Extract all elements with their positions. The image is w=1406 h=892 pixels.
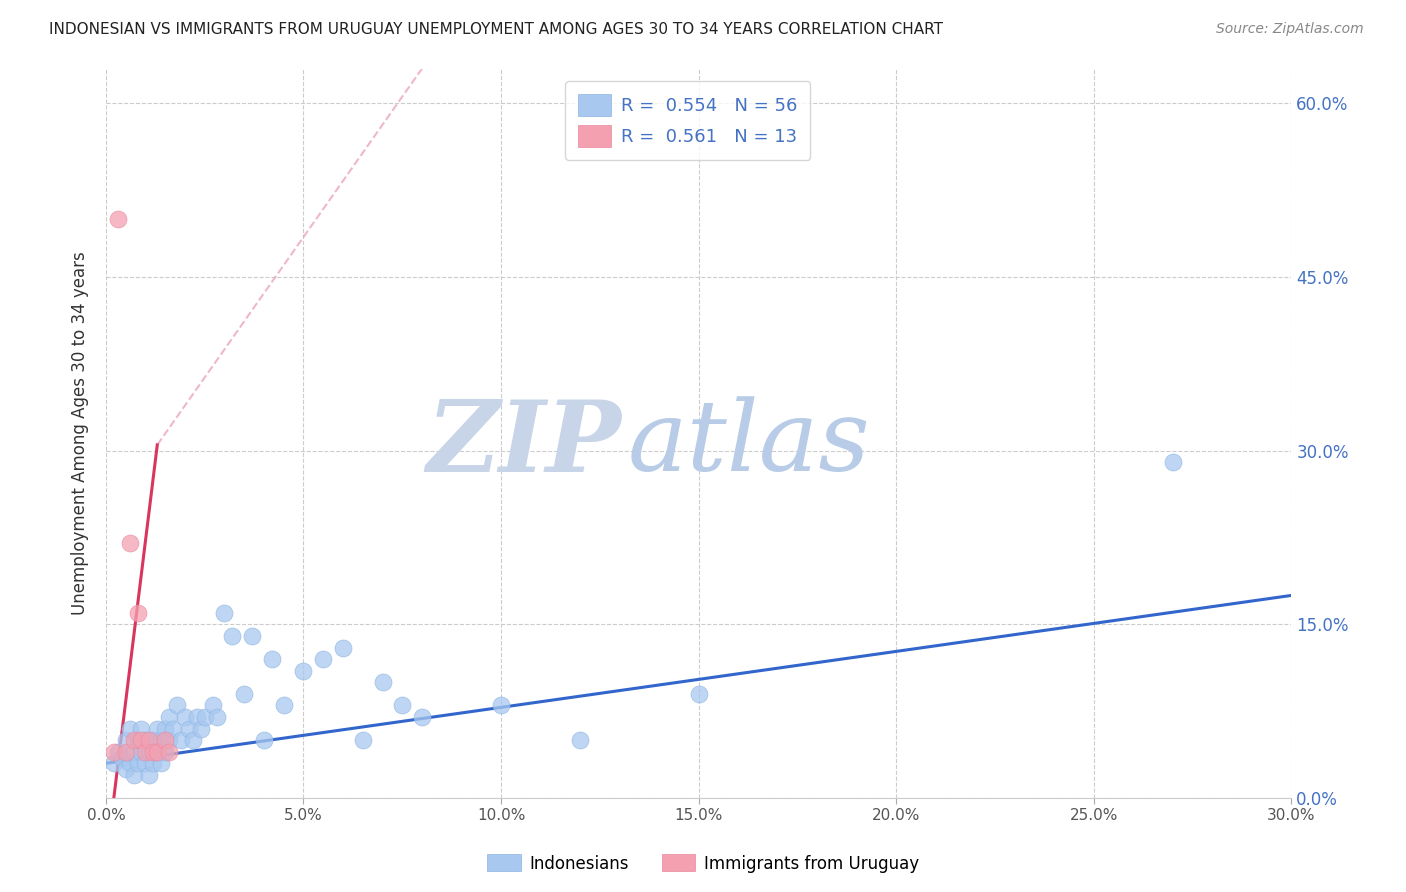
- Point: [233, 687, 256, 701]
- Point: [157, 710, 180, 724]
- Point: [134, 756, 156, 771]
- Point: [201, 698, 224, 713]
- Point: [150, 756, 173, 771]
- Point: [107, 212, 129, 227]
- Point: [138, 733, 160, 747]
- Point: [107, 745, 129, 759]
- Point: [122, 733, 145, 747]
- Point: [273, 698, 295, 713]
- Point: [170, 733, 193, 747]
- Point: [118, 536, 141, 550]
- Point: [186, 710, 208, 724]
- Point: [1161, 455, 1184, 469]
- Point: [153, 733, 176, 747]
- Legend: R =  0.554   N = 56, R =  0.561   N = 13: R = 0.554 N = 56, R = 0.561 N = 13: [565, 81, 810, 160]
- Point: [177, 722, 200, 736]
- Point: [127, 606, 149, 620]
- Point: [569, 733, 592, 747]
- Legend: Indonesians, Immigrants from Uruguay: Indonesians, Immigrants from Uruguay: [481, 847, 925, 880]
- Point: [157, 733, 180, 747]
- Point: [142, 745, 165, 759]
- Point: [114, 733, 136, 747]
- Point: [122, 745, 145, 759]
- Text: Source: ZipAtlas.com: Source: ZipAtlas.com: [1216, 22, 1364, 37]
- Point: [142, 733, 165, 747]
- Point: [312, 652, 335, 666]
- Point: [146, 745, 169, 759]
- Point: [134, 733, 156, 747]
- Point: [260, 652, 283, 666]
- Point: [221, 629, 243, 643]
- Point: [181, 733, 204, 747]
- Point: [371, 675, 394, 690]
- Point: [411, 710, 433, 724]
- Point: [253, 733, 276, 747]
- Point: [174, 710, 197, 724]
- Point: [131, 745, 153, 759]
- Point: [114, 745, 136, 759]
- Point: [118, 756, 141, 771]
- Text: INDONESIAN VS IMMIGRANTS FROM URUGUAY UNEMPLOYMENT AMONG AGES 30 TO 34 YEARS COR: INDONESIAN VS IMMIGRANTS FROM URUGUAY UN…: [49, 22, 943, 37]
- Point: [146, 722, 169, 736]
- Point: [205, 710, 228, 724]
- Text: ZIP: ZIP: [426, 396, 621, 492]
- Y-axis label: Unemployment Among Ages 30 to 34 years: Unemployment Among Ages 30 to 34 years: [72, 252, 89, 615]
- Point: [146, 745, 169, 759]
- Point: [240, 629, 263, 643]
- Point: [332, 640, 354, 655]
- Point: [688, 687, 710, 701]
- Point: [134, 745, 156, 759]
- Point: [214, 606, 236, 620]
- Point: [131, 722, 153, 736]
- Point: [391, 698, 413, 713]
- Point: [111, 750, 134, 764]
- Point: [153, 722, 176, 736]
- Point: [150, 733, 173, 747]
- Point: [153, 745, 176, 759]
- Point: [138, 768, 160, 782]
- Point: [190, 722, 212, 736]
- Point: [127, 756, 149, 771]
- Point: [127, 733, 149, 747]
- Point: [142, 756, 165, 771]
- Point: [489, 698, 512, 713]
- Point: [194, 710, 217, 724]
- Point: [292, 664, 315, 678]
- Point: [138, 745, 160, 759]
- Point: [162, 722, 184, 736]
- Point: [166, 698, 188, 713]
- Point: [157, 745, 180, 759]
- Point: [114, 762, 136, 776]
- Text: atlas: atlas: [627, 397, 870, 491]
- Point: [118, 722, 141, 736]
- Point: [103, 756, 125, 771]
- Point: [131, 733, 153, 747]
- Point: [103, 745, 125, 759]
- Point: [352, 733, 374, 747]
- Point: [122, 768, 145, 782]
